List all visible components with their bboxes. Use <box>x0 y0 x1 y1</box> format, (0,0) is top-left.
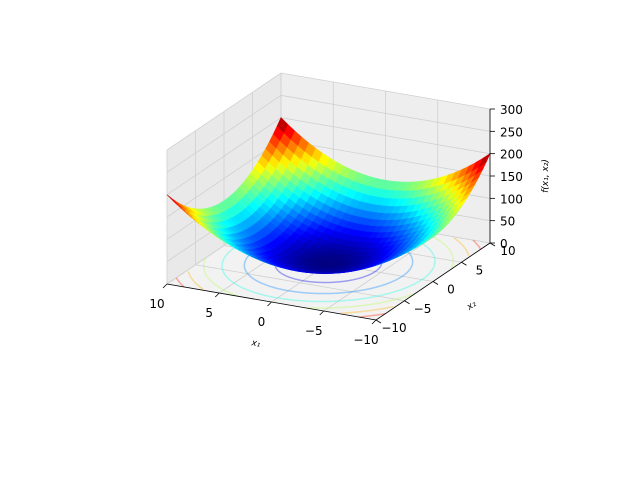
y-tick-mark <box>375 319 382 324</box>
y-tick-label: −5 <box>414 302 432 316</box>
contour-line <box>453 237 470 256</box>
contour-line <box>305 293 415 309</box>
x-axis-label: x₁ <box>250 338 262 350</box>
x-tick-label: 0 <box>258 315 266 329</box>
z-tick-label: 50 <box>500 215 515 229</box>
z-tick-label: 0 <box>500 237 508 251</box>
y-tick-label: −10 <box>381 321 406 335</box>
contour-line <box>341 305 394 314</box>
x-tick-label: 5 <box>205 306 213 320</box>
x-tick-mark <box>267 301 272 307</box>
x-tick-label: −10 <box>353 333 378 347</box>
x-tick-label: 10 <box>149 297 164 311</box>
x-tick-mark <box>319 310 325 316</box>
z-tick-label: 250 <box>500 125 523 139</box>
surface-patch <box>478 152 491 168</box>
y-tick-label: 5 <box>476 263 484 277</box>
contour-line <box>187 271 204 290</box>
x-tick-mark <box>214 292 220 298</box>
z-tick-label: 300 <box>500 103 523 117</box>
y-tick-mark <box>461 261 467 266</box>
z-tick-label: 200 <box>500 148 523 162</box>
y-tick-mark <box>404 300 410 305</box>
grid-line-z <box>166 94 491 173</box>
y-axis-label: x₂ <box>465 299 479 313</box>
x-tick-label: −5 <box>305 324 323 338</box>
x-tick-mark <box>371 319 377 325</box>
z-tick-label: 100 <box>500 192 523 206</box>
grid-line-z <box>166 72 491 151</box>
y-tick-label: 0 <box>447 283 455 297</box>
contour-line <box>359 312 386 318</box>
y-tick-label: 10 <box>500 244 515 258</box>
contour-line <box>202 257 239 297</box>
x-tick-mark <box>162 283 168 289</box>
contour-line <box>472 239 482 250</box>
y-tick-mark <box>489 242 496 247</box>
z-axis-label: f(x₁, x₂) <box>541 159 551 193</box>
contour-line <box>175 277 185 288</box>
z-tick-label: 150 <box>500 170 523 184</box>
y-tick-mark <box>432 281 439 285</box>
surface-plot <box>166 117 491 274</box>
